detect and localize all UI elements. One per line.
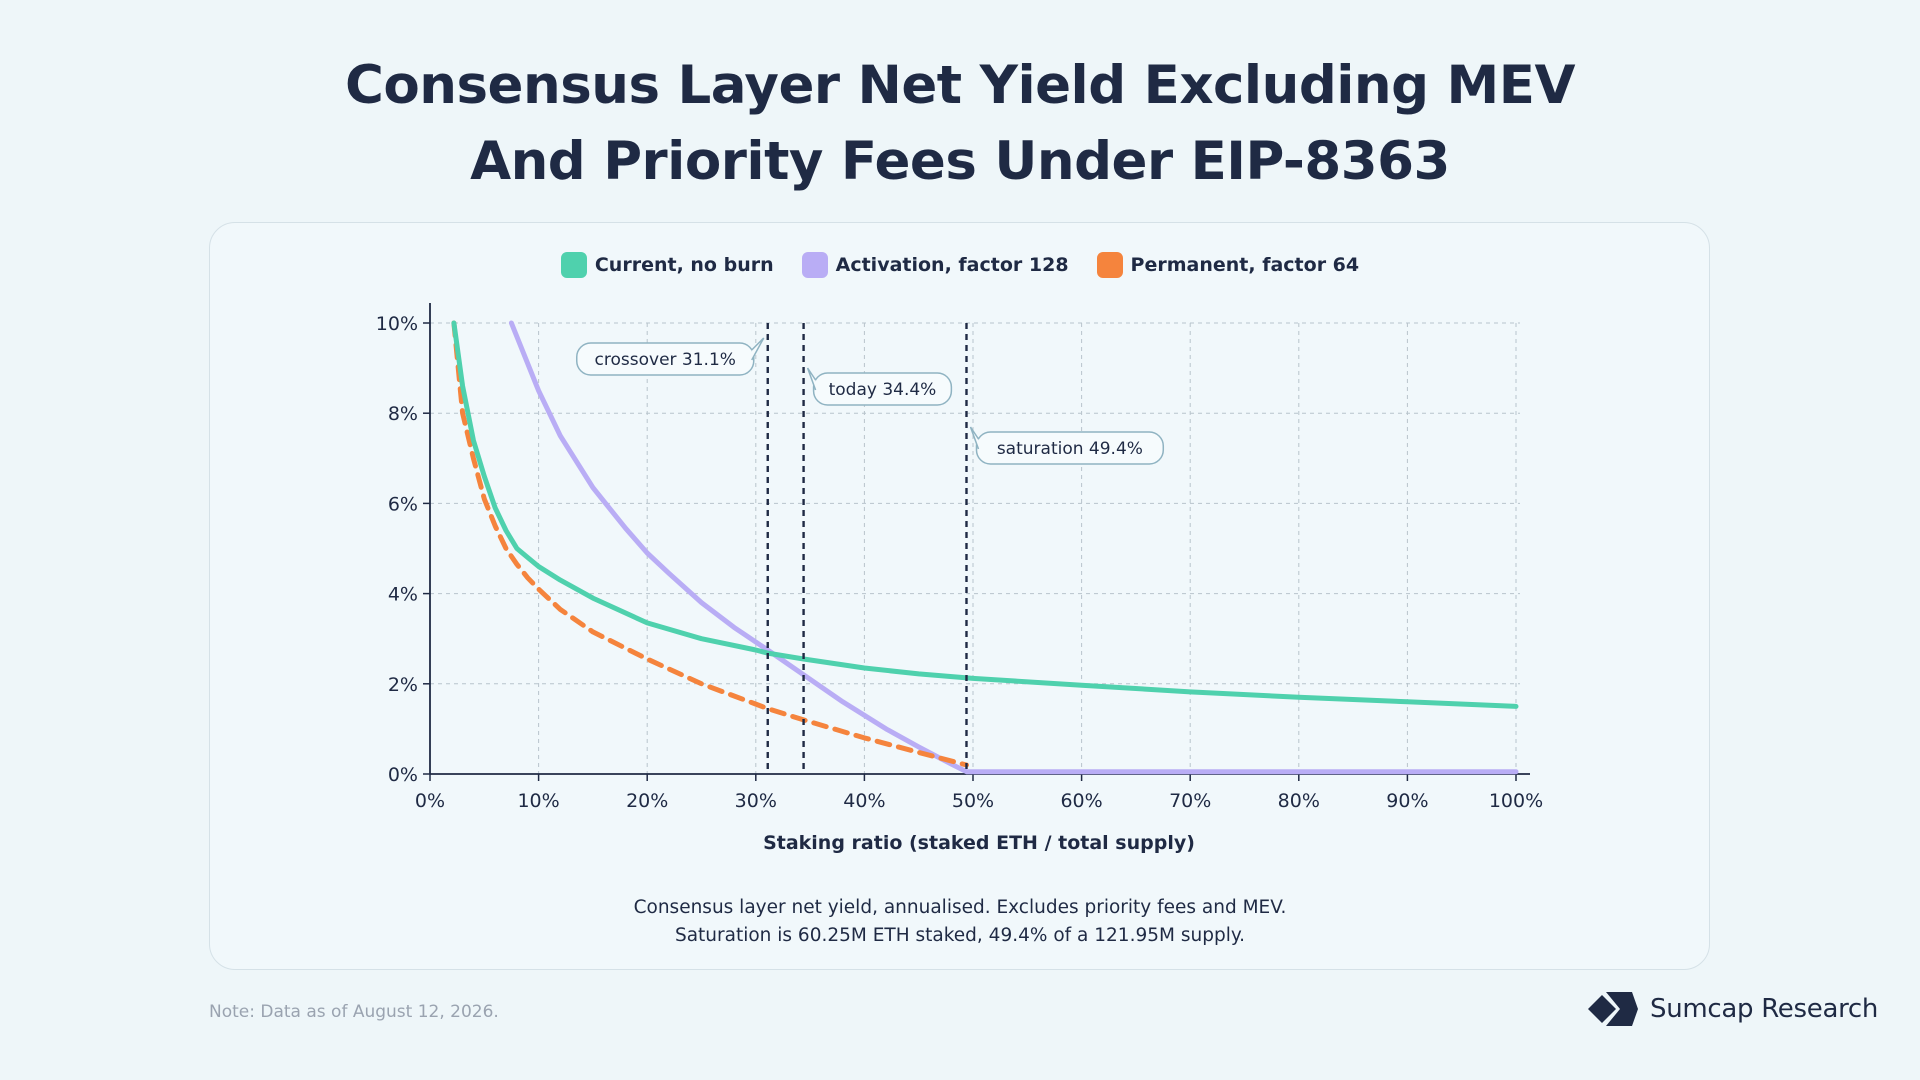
annotation-pointer <box>806 367 817 391</box>
x-axis-title: Staking ratio (staked ETH / total supply… <box>763 832 1195 854</box>
caption-line1: Consensus layer net yield, annualised. E… <box>633 897 1287 918</box>
page-title-line1: Consensus Layer Net Yield Excluding MEV <box>344 55 1576 116</box>
x-tick-label: 50% <box>952 790 994 812</box>
legend-swatch-current <box>560 252 587 278</box>
annotation-callout: saturation 49.4% <box>969 426 1165 465</box>
x-tick-label: 0% <box>415 790 445 812</box>
x-tick-label: 80% <box>1278 790 1320 812</box>
y-tick-label: 6% <box>388 493 418 515</box>
x-tick-label: 40% <box>843 790 885 812</box>
y-tick-label: 0% <box>388 764 418 786</box>
grid-layer <box>430 322 1520 774</box>
legend-swatch-activation <box>801 252 828 278</box>
legend-label-current: Current, no burn <box>594 254 774 276</box>
annotation-callout: today 34.4% <box>806 367 953 406</box>
legend-label-activation: Activation, factor 128 <box>835 254 1069 276</box>
x-tick-label: 10% <box>517 790 559 812</box>
x-tick-label: 90% <box>1386 790 1428 812</box>
y-tick-label: 8% <box>388 403 418 425</box>
page-title: Consensus Layer Net Yield Excluding MEV … <box>0 48 1920 200</box>
brand: Sumcap Research <box>1588 990 1878 1028</box>
series-line-activation <box>508 320 1519 775</box>
annotation-label: saturation 49.4% <box>997 439 1143 459</box>
annotation-box <box>975 431 1165 465</box>
y-tick-label: 4% <box>388 584 418 606</box>
x-tick-label: 30% <box>735 790 777 812</box>
legend-item-current[interactable]: Current, no burn <box>560 252 774 278</box>
legend-label-permanent: Permanent, factor 64 <box>1130 254 1360 276</box>
annotation-pointer <box>751 337 765 361</box>
annotation-box <box>575 342 755 376</box>
annotation-label: today 34.4% <box>829 380 937 400</box>
y-tick-label: 2% <box>388 674 418 696</box>
caption-line2: Saturation is 60.25M ETH staked, 49.4% o… <box>674 925 1246 946</box>
x-tick-label: 100% <box>1489 790 1543 812</box>
x-tick-label: 60% <box>1060 790 1102 812</box>
annotation-callout: crossover 31.1% <box>575 337 765 376</box>
legend-swatch-permanent <box>1096 252 1123 278</box>
sumcap-logo-icon <box>1588 992 1638 1026</box>
chart-legend: Current, no burn Activation, factor 128 … <box>0 252 1920 278</box>
series-layer <box>451 320 1519 775</box>
footnote: Note: Data as of August 12, 2026. <box>209 1002 499 1022</box>
annotation-pointer <box>969 426 980 450</box>
legend-item-permanent[interactable]: Permanent, factor 64 <box>1096 252 1360 278</box>
annotation-box <box>812 372 953 406</box>
annotation-layer: crossover 31.1% today 34.4% saturation 49.… <box>575 323 1165 774</box>
series-line-current <box>451 320 1519 709</box>
brand-name: Sumcap Research <box>1650 994 1879 1024</box>
x-tick-label: 20% <box>626 790 668 812</box>
annotation-label: crossover 31.1% <box>595 350 736 370</box>
legend-item-activation[interactable]: Activation, factor 128 <box>801 252 1069 278</box>
page-title-line2: And Priority Fees Under EIP-8363 <box>470 131 1450 192</box>
y-tick-label: 10% <box>376 313 418 335</box>
axis-layer: 0% 10% 20% 30% 40% 50% 60% 70% 80% 90% 100% 0% 2% 4% 6… <box>376 303 1543 812</box>
x-tick-label: 70% <box>1169 790 1211 812</box>
